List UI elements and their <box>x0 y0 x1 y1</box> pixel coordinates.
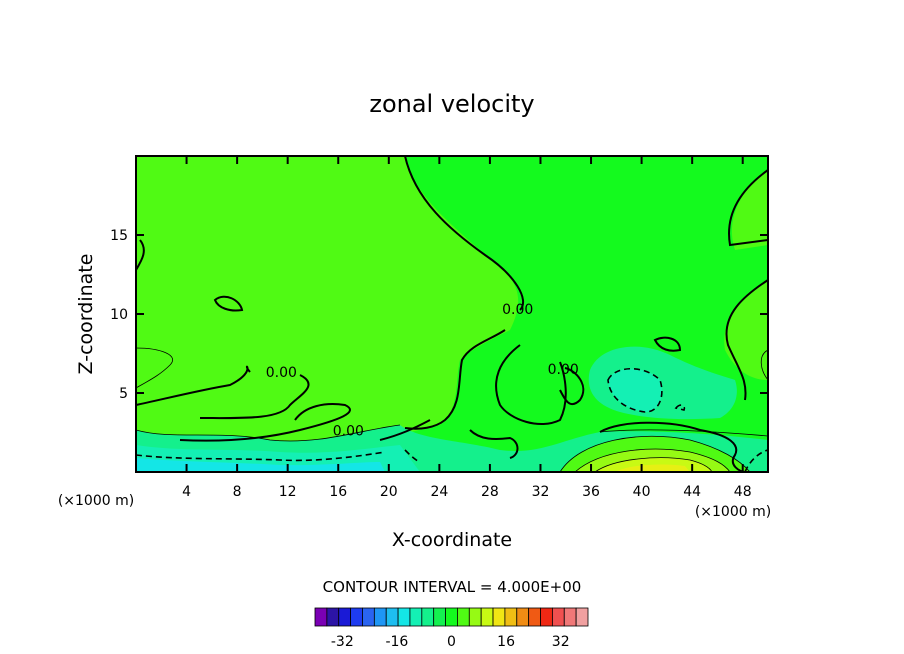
colorbar-swatch <box>385 607 399 627</box>
y-tick-label: 15 <box>110 228 128 244</box>
colorbar-ticks: -32 -16 0 16 32 <box>331 634 570 650</box>
colorbar-swatch <box>350 607 363 627</box>
plot-area: 0.00 0.00 0.00 0.00 <box>136 156 768 472</box>
x-tick-label: 8 <box>233 484 242 500</box>
x-unit-right: (×1000 m) <box>695 504 771 520</box>
x-tick-label: 48 <box>734 484 752 500</box>
contour-label: 0.00 <box>333 424 364 440</box>
x-tick-label: 20 <box>380 484 398 500</box>
colorbar-swatch <box>445 607 458 627</box>
colorbar-swatch <box>397 607 411 627</box>
colorbar-swatch <box>338 607 352 627</box>
colorbar-tick-label: 32 <box>552 634 570 650</box>
contour-label: 0.00 <box>266 365 297 381</box>
x-tick-label: 16 <box>329 484 347 500</box>
colorbar-tick-label: 16 <box>497 634 515 650</box>
contour-fill-region <box>731 170 768 250</box>
contour-labels: 0.00 0.00 0.00 0.00 <box>266 302 579 440</box>
colorbar-swatch <box>433 607 446 627</box>
colorbar-swatch <box>528 607 541 627</box>
x-tick-label: 4 <box>182 484 191 500</box>
contour-lines-negative <box>136 368 768 472</box>
x-tick-label: 28 <box>481 484 499 500</box>
colorbar-swatch <box>551 607 565 627</box>
x-tick-label: 12 <box>279 484 297 500</box>
x-tick-label: 24 <box>430 484 448 500</box>
colorbar-swatch <box>421 607 435 627</box>
y-tick-label: 5 <box>119 386 128 402</box>
colorbar-swatch <box>504 607 518 627</box>
colorbar-tick-label: -32 <box>331 634 354 650</box>
colorbar-swatch <box>326 607 340 627</box>
contour-fill-region <box>136 156 519 450</box>
contour-fill-region <box>615 464 690 472</box>
y-axis-label: Z-coordinate <box>75 254 97 375</box>
contour-interval-text: CONTOUR INTERVAL = 4.000E+00 <box>323 578 582 596</box>
x-tick-label: 36 <box>582 484 600 500</box>
colorbar-swatch <box>362 607 375 627</box>
y-tick-label: 10 <box>110 307 128 323</box>
contour-label: 0.00 <box>502 302 533 318</box>
colorbar-swatch <box>409 607 423 627</box>
colorbar-swatch <box>492 607 506 627</box>
x-tick-label: 32 <box>532 484 550 500</box>
colorbar-swatch <box>480 607 494 627</box>
contour-fill-region <box>724 280 768 380</box>
colorbar-swatch <box>468 607 482 627</box>
contour-label: 0.00 <box>548 362 579 378</box>
colorbar-swatch <box>314 607 328 627</box>
x-tick-label: 44 <box>683 484 701 500</box>
contour-lines-thin <box>136 347 768 472</box>
x-axis-label: X-coordinate <box>392 529 512 551</box>
x-unit-left: (×1000 m) <box>58 493 134 509</box>
y-axis: 5 10 15 <box>110 228 768 402</box>
x-axis: 4 8 12 16 20 24 28 32 36 40 44 48 <box>182 156 752 500</box>
contour-lines <box>136 156 768 472</box>
colorbar <box>314 607 589 627</box>
colorbar-tick-label: 0 <box>447 634 456 650</box>
colorbar-swatch <box>575 607 589 627</box>
colorbar-tick-label: -16 <box>385 634 408 650</box>
colorbar-swatch <box>516 607 530 627</box>
colorbar-swatch <box>457 607 470 627</box>
colorbar-swatch <box>373 607 387 627</box>
contour-fill-region <box>608 368 662 412</box>
contour-fill-region <box>136 458 385 472</box>
colorbar-swatch <box>563 607 577 627</box>
chart-title: zonal velocity <box>369 90 534 118</box>
x-tick-label: 40 <box>633 484 651 500</box>
colorbar-swatch <box>540 607 553 627</box>
